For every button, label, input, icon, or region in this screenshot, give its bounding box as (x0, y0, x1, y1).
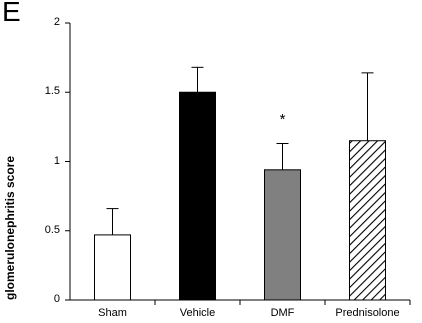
panel-letter: E (2, 0, 21, 27)
y-tick-label: 2 (53, 16, 60, 28)
x-tick-label: Prednisolone (335, 307, 400, 319)
bar (264, 169, 301, 301)
significance-marker: * (279, 111, 286, 129)
x-tick-label: DMF (270, 307, 295, 319)
y-tick-label: 0.5 (44, 223, 60, 236)
x-tick-label: Vehicle (179, 307, 216, 319)
y-tick-label: 1 (53, 154, 60, 167)
bar (179, 91, 216, 301)
y-tick-label: 0 (53, 293, 60, 305)
bar (94, 234, 131, 301)
y-tick-label: 1.5 (44, 85, 60, 98)
bar (349, 140, 386, 301)
x-tick-label: Sham (98, 307, 127, 319)
